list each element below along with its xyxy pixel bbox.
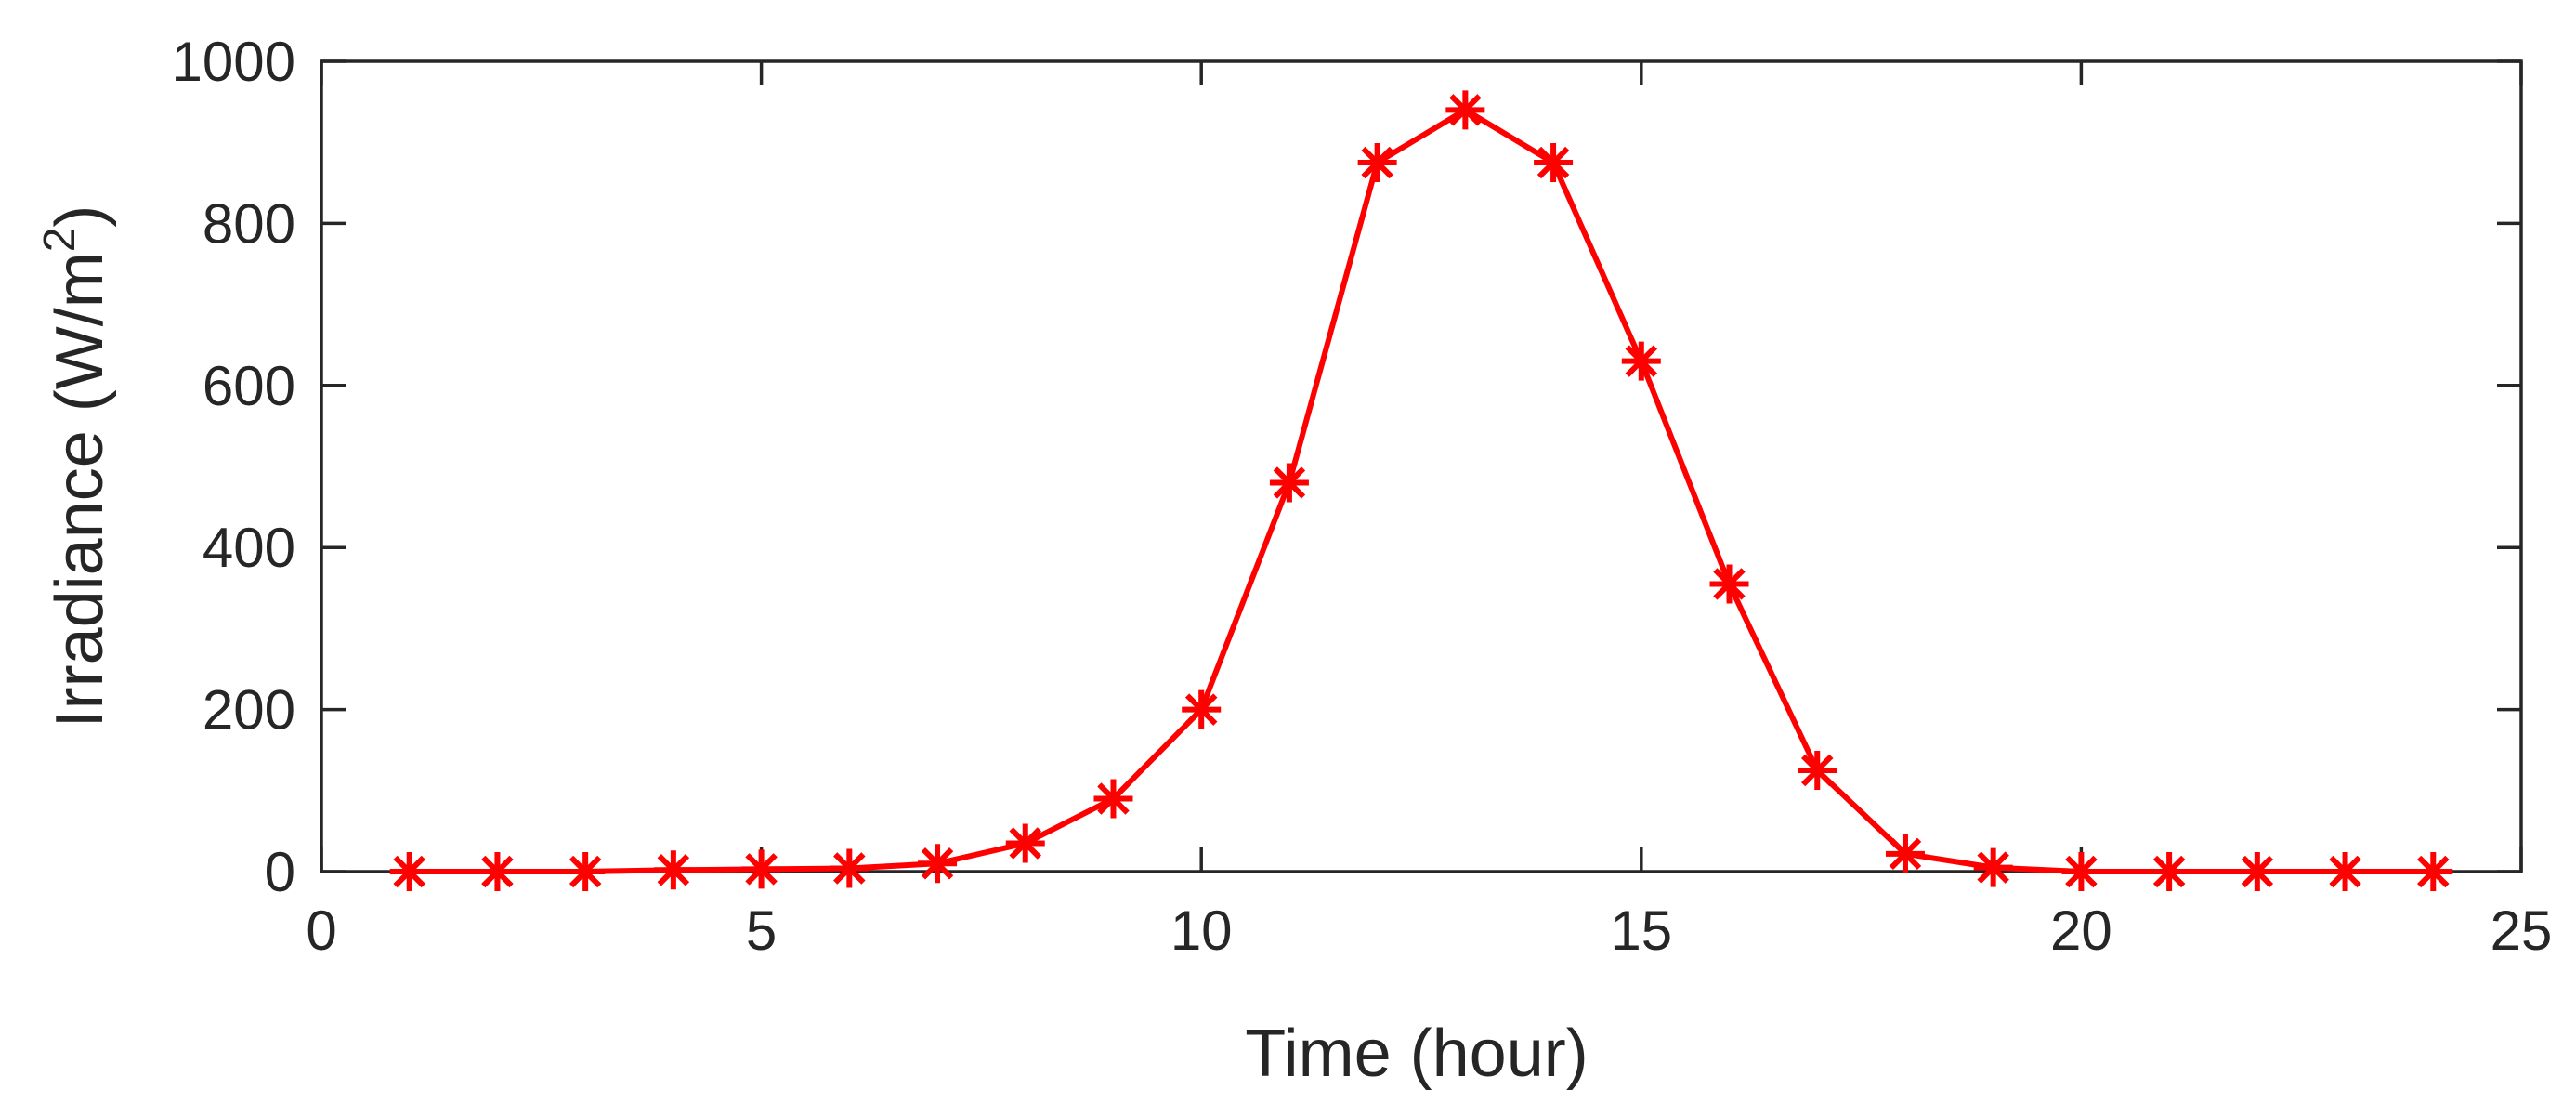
plot-area xyxy=(320,59,2523,873)
y-tick-label: 800 xyxy=(203,192,295,255)
x-axis-label: Time (hour) xyxy=(1245,1017,1588,1091)
data-point-marker xyxy=(1093,779,1133,819)
data-point-marker xyxy=(653,850,693,890)
data-point-marker xyxy=(741,849,781,889)
data-point-marker xyxy=(1269,463,1309,503)
axis-ticks: 0 5 10 15 20 25 0 200 400 600 800 1000 xyxy=(172,31,2553,962)
data-series xyxy=(389,90,2453,891)
y-tick-label: 200 xyxy=(203,679,295,742)
data-point-marker xyxy=(2237,852,2277,891)
data-point-marker xyxy=(477,852,517,891)
y-tick-label: 1000 xyxy=(172,31,295,93)
data-point-marker xyxy=(2061,852,2101,891)
data-point-marker xyxy=(1357,143,1397,182)
data-point-marker xyxy=(1534,143,1574,182)
data-point-marker xyxy=(1973,847,2013,887)
y-axis-label-superscript: 2 xyxy=(35,228,85,253)
y-axis-label-suffix: ) xyxy=(43,205,117,228)
axes-frame xyxy=(320,59,2523,873)
data-point-marker xyxy=(1005,823,1045,863)
data-point-marker xyxy=(1182,689,1222,729)
data-point-marker xyxy=(1885,834,1925,873)
x-tick-label: 5 xyxy=(746,899,777,962)
data-point-marker xyxy=(830,848,870,888)
x-tick-label: 10 xyxy=(1170,899,1233,962)
x-tick-label: 25 xyxy=(2491,899,2553,962)
x-tick-label: 0 xyxy=(306,899,336,962)
data-point-marker xyxy=(389,852,429,891)
y-tick-label: 400 xyxy=(203,517,295,579)
y-axis-label-base: Irradiance (W/m xyxy=(43,252,117,728)
data-point-marker xyxy=(1621,341,1661,381)
data-point-marker xyxy=(2413,852,2453,891)
y-tick-label: 0 xyxy=(265,841,295,903)
x-tick-label: 15 xyxy=(1610,899,1672,962)
data-point-marker xyxy=(2150,852,2190,891)
data-point-marker xyxy=(1709,564,1749,604)
y-axis-label: Irradiance (W/m2) xyxy=(35,205,117,729)
x-tick-label: 20 xyxy=(2050,899,2112,962)
data-point-marker xyxy=(918,844,958,884)
data-point-marker xyxy=(2325,852,2365,891)
data-point-marker xyxy=(1798,751,1837,790)
y-tick-label: 600 xyxy=(203,355,295,417)
data-point-marker xyxy=(566,852,606,891)
data-point-marker xyxy=(1445,90,1485,130)
